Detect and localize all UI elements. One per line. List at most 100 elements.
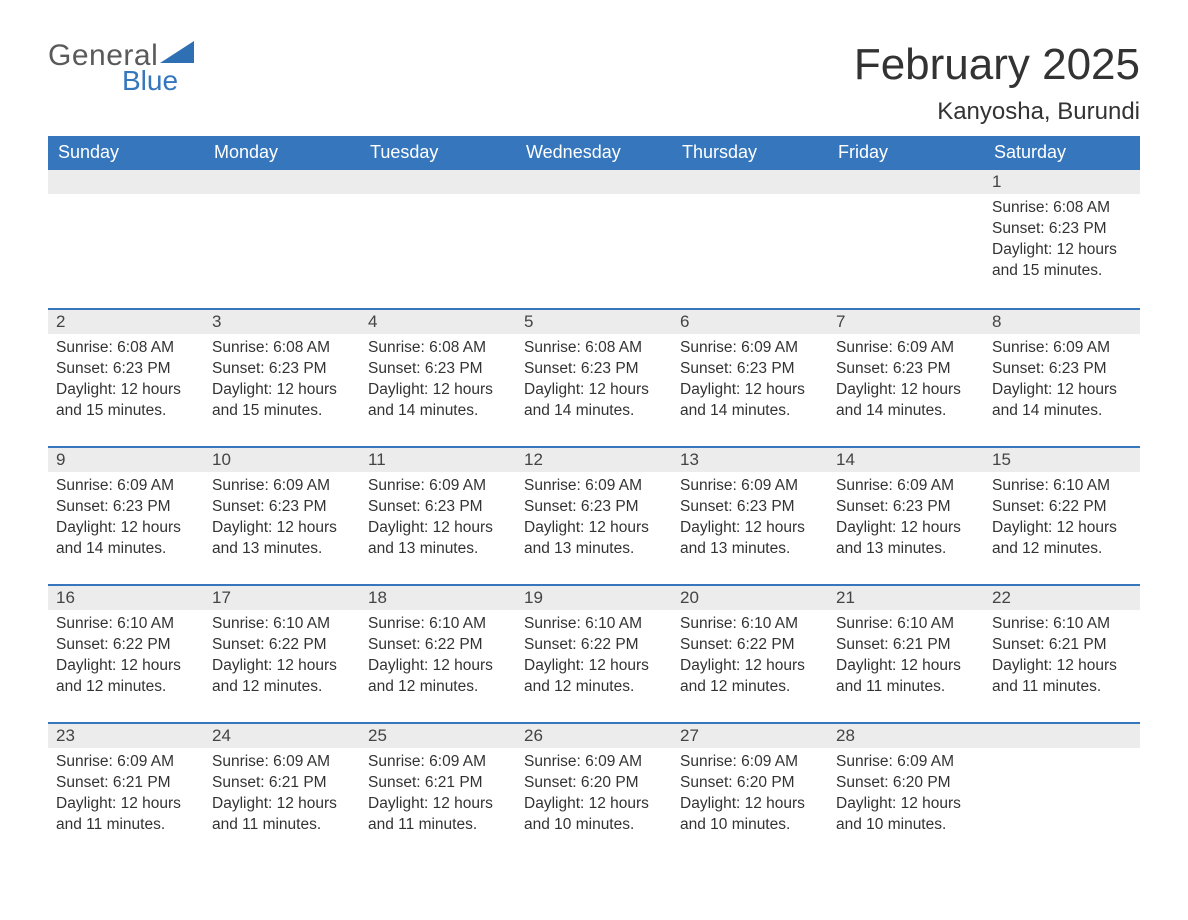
sunrise-text: Sunrise: 6:10 AM	[524, 614, 664, 635]
sunset-text: Sunset: 6:23 PM	[56, 497, 196, 518]
daylight-text: Daylight: 12 hours	[524, 380, 664, 401]
calendar-day-cell: 5Sunrise: 6:08 AMSunset: 6:23 PMDaylight…	[516, 308, 672, 446]
day-number: 11	[360, 446, 516, 472]
sunset-text: Sunset: 6:22 PM	[368, 635, 508, 656]
weekday-header: Wednesday	[516, 136, 672, 170]
daylight-text: and 13 minutes.	[524, 539, 664, 560]
sunset-text: Sunset: 6:21 PM	[992, 635, 1132, 656]
daylight-text: Daylight: 12 hours	[992, 380, 1132, 401]
calendar-day-cell: 3Sunrise: 6:08 AMSunset: 6:23 PMDaylight…	[204, 308, 360, 446]
day-number: 28	[828, 722, 984, 748]
weekday-header: Tuesday	[360, 136, 516, 170]
calendar-day-cell	[516, 170, 672, 308]
sunset-text: Sunset: 6:23 PM	[212, 497, 352, 518]
day-number: 12	[516, 446, 672, 472]
daylight-text: and 11 minutes.	[836, 677, 976, 698]
day-number: 9	[48, 446, 204, 472]
day-details: Sunrise: 6:09 AMSunset: 6:20 PMDaylight:…	[828, 748, 984, 842]
day-details: Sunrise: 6:09 AMSunset: 6:23 PMDaylight:…	[828, 472, 984, 566]
day-number: 23	[48, 722, 204, 748]
calendar-day-cell: 7Sunrise: 6:09 AMSunset: 6:23 PMDaylight…	[828, 308, 984, 446]
calendar-day-cell: 20Sunrise: 6:10 AMSunset: 6:22 PMDayligh…	[672, 584, 828, 722]
sunset-text: Sunset: 6:22 PM	[680, 635, 820, 656]
calendar-day-cell: 2Sunrise: 6:08 AMSunset: 6:23 PMDaylight…	[48, 308, 204, 446]
day-number: 14	[828, 446, 984, 472]
day-number	[828, 170, 984, 194]
calendar-day-cell: 11Sunrise: 6:09 AMSunset: 6:23 PMDayligh…	[360, 446, 516, 584]
day-number: 22	[984, 584, 1140, 610]
day-details: Sunrise: 6:08 AMSunset: 6:23 PMDaylight:…	[984, 194, 1140, 288]
day-details: Sunrise: 6:10 AMSunset: 6:22 PMDaylight:…	[984, 472, 1140, 566]
day-details: Sunrise: 6:09 AMSunset: 6:23 PMDaylight:…	[984, 334, 1140, 428]
month-title: February 2025	[854, 40, 1140, 90]
calendar-week-row: 2Sunrise: 6:08 AMSunset: 6:23 PMDaylight…	[48, 308, 1140, 446]
logo: General Blue	[48, 40, 194, 95]
daylight-text: and 12 minutes.	[212, 677, 352, 698]
day-number: 20	[672, 584, 828, 610]
daylight-text: and 14 minutes.	[992, 401, 1132, 422]
daylight-text: Daylight: 12 hours	[524, 518, 664, 539]
sunrise-text: Sunrise: 6:10 AM	[992, 476, 1132, 497]
day-number: 4	[360, 308, 516, 334]
day-details: Sunrise: 6:09 AMSunset: 6:20 PMDaylight:…	[516, 748, 672, 842]
daylight-text: and 11 minutes.	[212, 815, 352, 836]
sunrise-text: Sunrise: 6:10 AM	[680, 614, 820, 635]
sunset-text: Sunset: 6:23 PM	[836, 359, 976, 380]
daylight-text: Daylight: 12 hours	[836, 794, 976, 815]
sunset-text: Sunset: 6:23 PM	[992, 219, 1132, 240]
daylight-text: and 13 minutes.	[836, 539, 976, 560]
daylight-text: Daylight: 12 hours	[212, 794, 352, 815]
sunset-text: Sunset: 6:23 PM	[992, 359, 1132, 380]
day-number	[672, 170, 828, 194]
day-number	[516, 170, 672, 194]
daylight-text: and 10 minutes.	[680, 815, 820, 836]
day-number	[204, 170, 360, 194]
day-details: Sunrise: 6:09 AMSunset: 6:21 PMDaylight:…	[204, 748, 360, 842]
calendar-page: General Blue February 2025 Kanyosha, Bur…	[0, 0, 1188, 920]
sunset-text: Sunset: 6:23 PM	[368, 359, 508, 380]
day-details: Sunrise: 6:09 AMSunset: 6:21 PMDaylight:…	[360, 748, 516, 842]
location-label: Kanyosha, Burundi	[854, 98, 1140, 126]
calendar-day-cell: 9Sunrise: 6:09 AMSunset: 6:23 PMDaylight…	[48, 446, 204, 584]
calendar-day-cell: 16Sunrise: 6:10 AMSunset: 6:22 PMDayligh…	[48, 584, 204, 722]
day-number	[48, 170, 204, 194]
sunset-text: Sunset: 6:20 PM	[836, 773, 976, 794]
daylight-text: Daylight: 12 hours	[992, 518, 1132, 539]
daylight-text: Daylight: 12 hours	[212, 656, 352, 677]
calendar-day-cell	[48, 170, 204, 308]
calendar-day-cell: 19Sunrise: 6:10 AMSunset: 6:22 PMDayligh…	[516, 584, 672, 722]
sunset-text: Sunset: 6:23 PM	[212, 359, 352, 380]
calendar-day-cell: 23Sunrise: 6:09 AMSunset: 6:21 PMDayligh…	[48, 722, 204, 860]
calendar-day-cell: 18Sunrise: 6:10 AMSunset: 6:22 PMDayligh…	[360, 584, 516, 722]
calendar-day-cell: 17Sunrise: 6:10 AMSunset: 6:22 PMDayligh…	[204, 584, 360, 722]
daylight-text: Daylight: 12 hours	[836, 518, 976, 539]
day-number: 15	[984, 446, 1140, 472]
calendar-day-cell	[360, 170, 516, 308]
sunrise-text: Sunrise: 6:10 AM	[368, 614, 508, 635]
daylight-text: Daylight: 12 hours	[992, 240, 1132, 261]
daylight-text: and 11 minutes.	[992, 677, 1132, 698]
daylight-text: Daylight: 12 hours	[680, 518, 820, 539]
calendar-day-cell	[204, 170, 360, 308]
page-header: General Blue February 2025 Kanyosha, Bur…	[48, 40, 1140, 126]
sunrise-text: Sunrise: 6:10 AM	[56, 614, 196, 635]
day-details: Sunrise: 6:08 AMSunset: 6:23 PMDaylight:…	[48, 334, 204, 428]
calendar-week-row: 9Sunrise: 6:09 AMSunset: 6:23 PMDaylight…	[48, 446, 1140, 584]
day-details: Sunrise: 6:10 AMSunset: 6:22 PMDaylight:…	[48, 610, 204, 704]
day-details: Sunrise: 6:10 AMSunset: 6:22 PMDaylight:…	[204, 610, 360, 704]
calendar-day-cell: 14Sunrise: 6:09 AMSunset: 6:23 PMDayligh…	[828, 446, 984, 584]
sunrise-text: Sunrise: 6:09 AM	[524, 752, 664, 773]
day-number: 24	[204, 722, 360, 748]
calendar-week-row: 16Sunrise: 6:10 AMSunset: 6:22 PMDayligh…	[48, 584, 1140, 722]
day-details: Sunrise: 6:08 AMSunset: 6:23 PMDaylight:…	[360, 334, 516, 428]
day-number: 17	[204, 584, 360, 610]
sunrise-text: Sunrise: 6:08 AM	[992, 198, 1132, 219]
day-details: Sunrise: 6:09 AMSunset: 6:23 PMDaylight:…	[204, 472, 360, 566]
sunrise-text: Sunrise: 6:08 AM	[524, 338, 664, 359]
calendar-day-cell: 22Sunrise: 6:10 AMSunset: 6:21 PMDayligh…	[984, 584, 1140, 722]
day-number: 5	[516, 308, 672, 334]
sunrise-text: Sunrise: 6:09 AM	[836, 752, 976, 773]
daylight-text: Daylight: 12 hours	[524, 656, 664, 677]
daylight-text: and 13 minutes.	[680, 539, 820, 560]
daylight-text: Daylight: 12 hours	[368, 656, 508, 677]
